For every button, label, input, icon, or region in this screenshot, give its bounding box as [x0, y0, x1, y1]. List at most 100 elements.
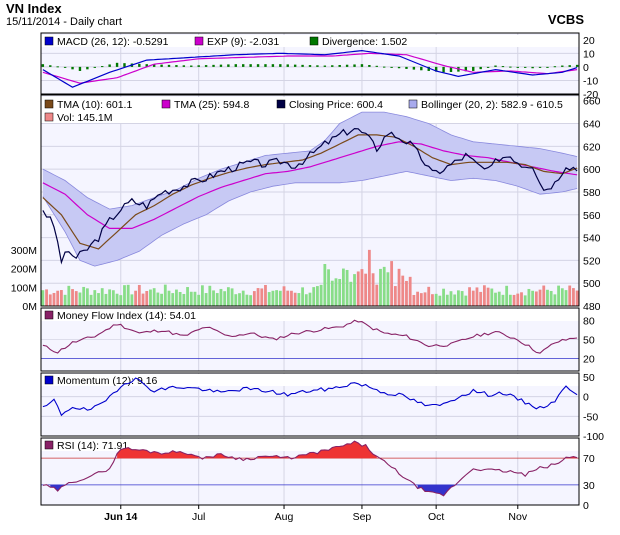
- x-tick-label: Jul: [192, 511, 205, 523]
- volume-bar: [249, 295, 253, 306]
- mfi-tick-label: 20: [583, 353, 595, 365]
- volume-bar: [379, 268, 382, 306]
- volume-bar: [360, 269, 364, 306]
- bollinger-legend-swatch: [408, 99, 418, 109]
- volume-bar: [134, 290, 138, 306]
- volume-bar: [93, 290, 97, 306]
- divergence-bar: [494, 65, 497, 67]
- volume-bar: [319, 284, 323, 306]
- macd-tick-label: 20: [583, 35, 595, 47]
- volume-bar: [278, 290, 282, 306]
- volume-bar: [572, 288, 575, 306]
- rsi-frame: [40, 437, 580, 506]
- x-tick-label: Nov: [508, 511, 527, 523]
- volume-bar: [304, 294, 308, 306]
- volume-bar: [382, 266, 386, 306]
- volume-bar: [575, 290, 579, 306]
- divergence-bar: [553, 66, 557, 68]
- divergence-bar: [516, 66, 519, 68]
- volume-bar: [137, 284, 141, 306]
- volume-bar: [78, 292, 82, 306]
- volume-bar: [256, 288, 260, 306]
- divergence-bar: [345, 64, 349, 67]
- divergence-bar: [271, 64, 275, 67]
- tma10-line: [42, 134, 578, 250]
- volume-bar: [293, 292, 297, 306]
- divergence-bar: [286, 64, 289, 67]
- mfi-legend-label: Money Flow Index (14): 54.01: [57, 310, 196, 322]
- macd-line: [42, 49, 578, 88]
- volume-bar: [316, 286, 319, 306]
- divergence-bar: [175, 65, 178, 67]
- volume-bar: [549, 290, 553, 306]
- volume-bar: [457, 290, 460, 306]
- rsi-legend-label: RSI (14): 71.91: [57, 440, 128, 452]
- divergence-bar: [390, 66, 393, 68]
- volume-bar: [501, 294, 505, 306]
- volume-bar: [482, 285, 486, 306]
- bollinger-legend-label: Bollinger (20, 2): 582.9 - 610.5: [421, 99, 563, 111]
- momentum-legend-swatch: [44, 375, 54, 385]
- volume-bar: [67, 285, 71, 306]
- volume-bar: [538, 289, 542, 306]
- volume-bar: [171, 293, 175, 306]
- volume-bar: [542, 285, 546, 306]
- volume-bar: [553, 294, 557, 306]
- volume-bar: [431, 294, 434, 306]
- volume-bar: [197, 294, 201, 306]
- divergence-bar: [49, 65, 52, 67]
- volume-bar: [386, 272, 390, 306]
- divergence-bar: [71, 66, 74, 70]
- momentum-legend-bar: [41, 374, 579, 386]
- price-panel: TMA (10): 601.1 TMA (25): 594.8 Closing …: [41, 97, 579, 306]
- axis-labels: 20100-10-2066064062060058056054052050048…: [11, 35, 604, 523]
- price-tick-label: 480: [583, 301, 601, 313]
- divergence-legend-swatch: [309, 36, 319, 46]
- panel-frames: [40, 32, 580, 506]
- divergence-bar: [546, 66, 549, 68]
- volume-bar: [523, 295, 527, 306]
- price-background: [41, 95, 579, 306]
- tma25-legend-swatch: [161, 99, 171, 109]
- divergence-bar: [308, 65, 312, 67]
- volume-bar: [241, 290, 245, 306]
- volume-bar: [52, 292, 56, 306]
- volume-bar: [512, 294, 516, 306]
- divergence-bar: [561, 65, 564, 67]
- tma10-legend-label: TMA (10): 601.1: [57, 99, 132, 111]
- divergence-bar: [509, 66, 512, 68]
- divergence-bar: [108, 64, 111, 67]
- price-legend-bar: [41, 97, 579, 123]
- volume-bar: [271, 290, 275, 306]
- g-rsi-overbought-fill: [295, 441, 377, 459]
- exp-line: [42, 52, 578, 84]
- tma25-line: [42, 141, 578, 229]
- divergence-bar: [486, 66, 490, 68]
- divergence-bar: [78, 66, 82, 71]
- divergence-bar: [442, 66, 445, 73]
- volume-bar: [252, 291, 256, 306]
- volume-bar: [45, 289, 48, 306]
- divergence-bar: [531, 66, 534, 69]
- volume-bar: [364, 273, 368, 306]
- volume-bar: [401, 275, 405, 306]
- divergence-bar: [219, 64, 223, 67]
- volume-bar: [152, 288, 156, 306]
- price-tick-label: 500: [583, 278, 601, 290]
- volume-bar: [468, 287, 471, 306]
- divergence-bar: [427, 66, 430, 71]
- exp-legend-label: EXP (9): -2.031: [207, 36, 279, 48]
- rsi-tick-label: 30: [583, 480, 595, 492]
- bollinger-upper: [42, 111, 578, 210]
- volume-bar: [534, 291, 538, 306]
- divergence-bar: [86, 66, 89, 70]
- volume-bar: [356, 271, 360, 306]
- close-legend-label: Closing Price: 600.4: [289, 99, 383, 111]
- volume-bar: [212, 290, 215, 306]
- volume-bar: [345, 269, 349, 306]
- volume-bar: [226, 287, 230, 306]
- closing-price-line: [42, 127, 578, 265]
- volume-bar: [163, 284, 167, 306]
- volume-bar: [290, 290, 293, 306]
- volume-bar: [215, 293, 219, 306]
